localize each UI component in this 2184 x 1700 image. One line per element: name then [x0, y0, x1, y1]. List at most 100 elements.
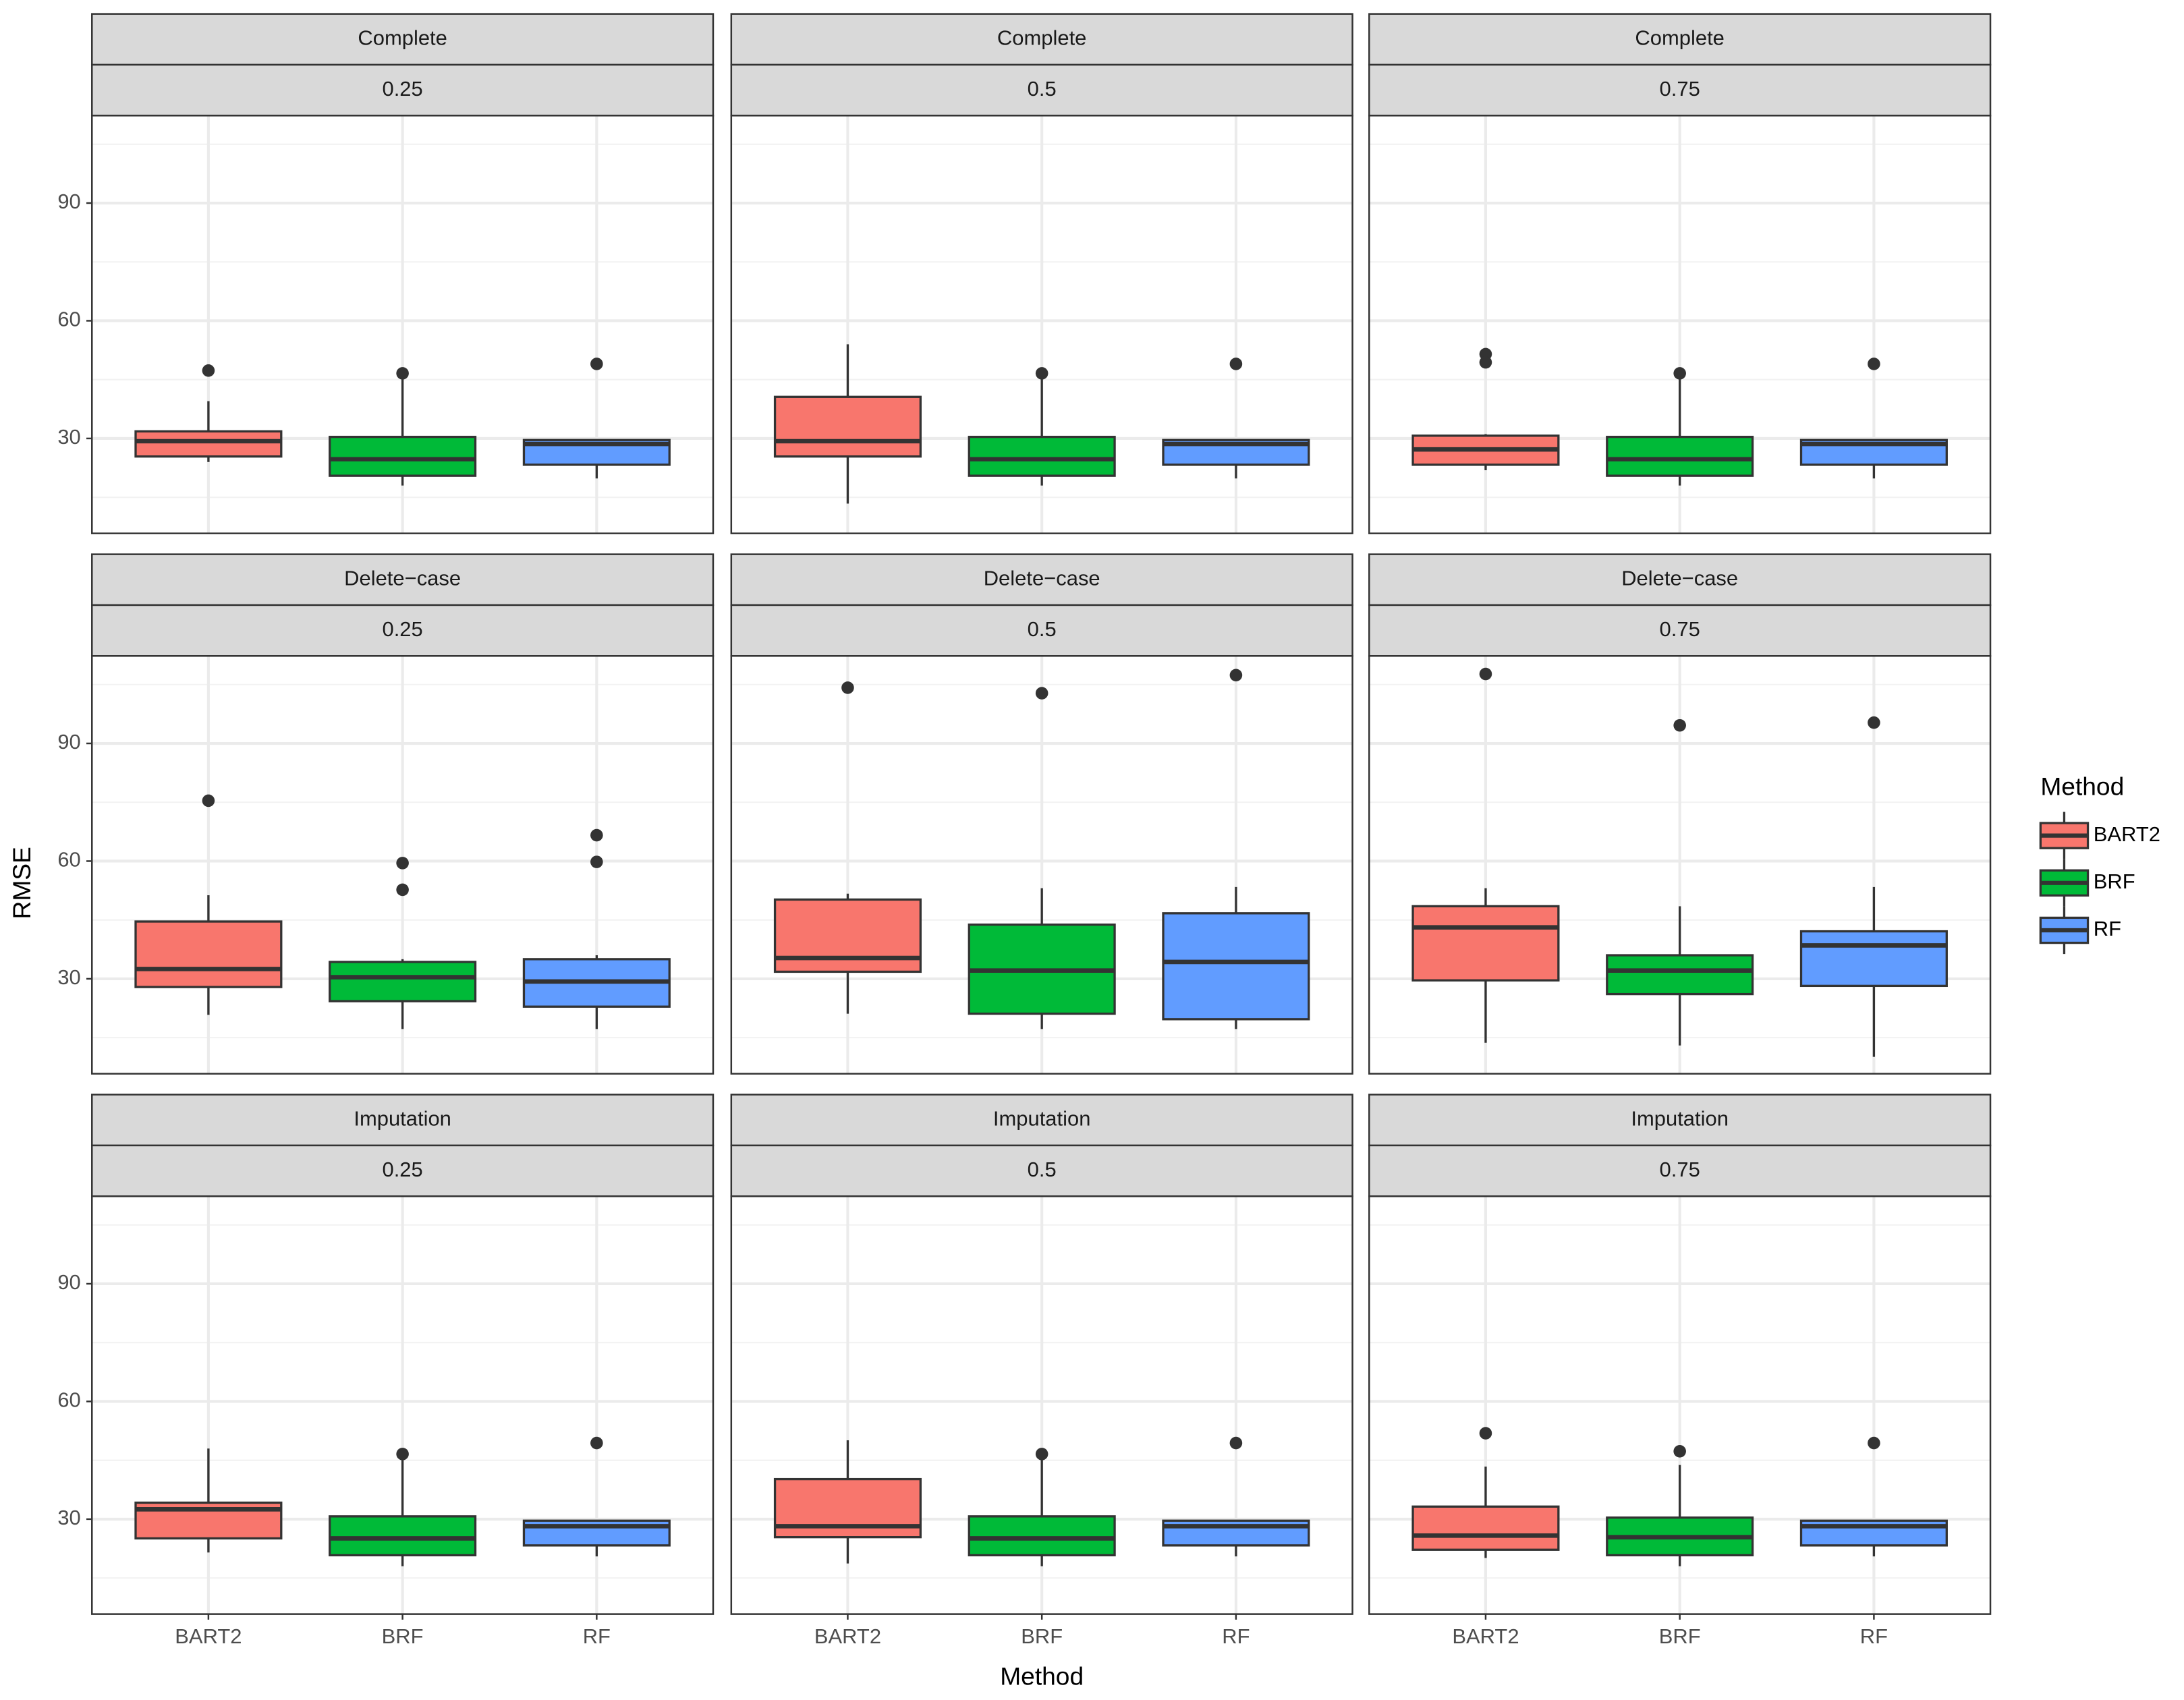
outlier	[1035, 687, 1048, 700]
box	[1799, 930, 1948, 988]
box	[968, 1515, 1116, 1557]
strip-label: 0.75	[1660, 1158, 1700, 1181]
outlier	[1479, 1427, 1492, 1440]
outlier	[1035, 367, 1048, 380]
box	[1411, 905, 1560, 982]
outlier	[202, 794, 215, 808]
box	[968, 435, 1116, 477]
outlier	[1673, 1445, 1686, 1458]
outlier	[1868, 358, 1880, 370]
x-tick-label: RF	[583, 1624, 611, 1648]
strip-label: Complete	[1635, 26, 1724, 49]
box	[134, 430, 283, 458]
x-tick-label: BRF	[382, 1624, 424, 1648]
y-tick-label: 90	[57, 1270, 80, 1294]
y-tick-label: 90	[57, 190, 80, 213]
y-tick-label: 90	[57, 730, 80, 754]
outlier	[1229, 358, 1243, 370]
strip	[1368, 1144, 1992, 1197]
outlier	[1479, 667, 1492, 681]
strip-label: Imputation	[354, 1106, 451, 1130]
y-tick-label: 60	[57, 308, 80, 331]
outlier	[590, 855, 603, 868]
y-tick-label: 30	[57, 1506, 80, 1529]
box	[329, 961, 477, 1002]
panel-border	[91, 115, 715, 534]
x-tick-label: BART2	[175, 1624, 242, 1648]
strip	[1368, 553, 1992, 606]
x-tick-label: BRF	[1021, 1624, 1063, 1648]
strip-label: Delete−case	[984, 566, 1100, 590]
strip	[1368, 604, 1992, 657]
y-tick-label: 30	[57, 425, 80, 449]
strip-label: Imputation	[993, 1106, 1091, 1130]
strip	[91, 1094, 715, 1147]
outlier	[841, 681, 854, 694]
strip-label: Complete	[997, 26, 1086, 49]
strip-label: Imputation	[1631, 1106, 1729, 1130]
y-tick-label: 60	[57, 1388, 80, 1412]
strip-label: 0.5	[1028, 617, 1057, 641]
strip-label: 0.75	[1660, 617, 1700, 641]
legend-label: BART2	[2094, 822, 2160, 846]
strip-label: Delete−case	[344, 566, 461, 590]
y-axis-title: RMSE	[7, 847, 36, 919]
outlier	[1035, 1448, 1048, 1461]
outlier	[590, 358, 603, 370]
box	[329, 1515, 477, 1557]
x-tick-label: BART2	[1452, 1624, 1519, 1648]
strip-label: Delete−case	[1621, 566, 1738, 590]
strip	[730, 1094, 1353, 1147]
outlier	[396, 883, 409, 897]
x-tick-label: BRF	[1659, 1624, 1701, 1648]
strip	[1368, 1094, 1992, 1147]
panel-border	[730, 655, 1353, 1075]
outlier	[1479, 356, 1492, 369]
strip-label: 0.5	[1028, 1158, 1057, 1181]
box	[1411, 1505, 1560, 1551]
outlier	[1229, 669, 1243, 682]
x-axis-title: Method	[1000, 1662, 1084, 1690]
outlier	[202, 364, 215, 377]
outlier	[590, 1436, 603, 1450]
legend-label: BRF	[2094, 870, 2135, 893]
outlier	[396, 857, 409, 870]
strip	[1368, 63, 1992, 117]
box	[773, 898, 922, 973]
box	[1162, 912, 1310, 1021]
panel-border	[1368, 115, 1992, 534]
y-tick-label: 60	[57, 848, 80, 872]
panel-border	[730, 115, 1353, 534]
box	[773, 1477, 922, 1539]
strip-label: 0.25	[383, 77, 423, 101]
box	[773, 395, 922, 458]
box	[1606, 954, 1754, 996]
strip-label: Complete	[358, 26, 447, 49]
y-tick-label: 30	[57, 965, 80, 989]
box	[134, 920, 283, 988]
legend-label: RF	[2094, 917, 2121, 940]
strip-label: 0.5	[1028, 77, 1057, 101]
outlier	[1673, 718, 1686, 732]
strip-label: 0.75	[1660, 77, 1700, 101]
strip	[91, 63, 715, 117]
x-tick-label: RF	[1222, 1624, 1250, 1648]
panel-border	[91, 655, 715, 1075]
outlier	[590, 828, 603, 842]
strip	[730, 13, 1353, 66]
x-tick-label: BART2	[814, 1624, 881, 1648]
panel-border	[1368, 655, 1992, 1075]
strip	[91, 1144, 715, 1197]
x-tick-label: RF	[1860, 1624, 1888, 1648]
box	[1606, 435, 1754, 477]
outlier	[1868, 716, 1880, 729]
strip	[91, 13, 715, 66]
outlier	[1229, 1436, 1243, 1450]
strip-label: 0.25	[383, 617, 423, 641]
box	[329, 435, 477, 477]
strip	[730, 604, 1353, 657]
outlier	[1673, 367, 1686, 380]
strip	[1368, 13, 1992, 66]
outlier	[396, 367, 409, 380]
